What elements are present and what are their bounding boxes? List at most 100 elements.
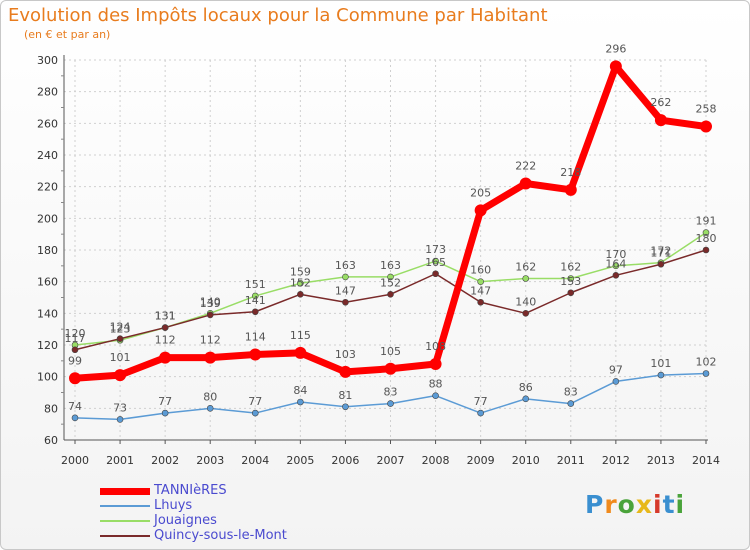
data-label-jouaignes-2012: 170 bbox=[605, 248, 626, 261]
point-lhuys-2011 bbox=[567, 400, 575, 407]
logo-letter: i bbox=[653, 490, 663, 519]
legend-swatch-tannieres bbox=[100, 488, 150, 495]
data-label-quincy-sous-le-mont-2001: 124 bbox=[110, 321, 131, 334]
point-jouaignes-2010 bbox=[522, 275, 530, 282]
y-tick-140: 140 bbox=[37, 307, 58, 320]
data-label-lhuys-2006: 81 bbox=[338, 389, 352, 402]
data-labels: 74 73 77 80 77 84 81 83 88 77 86 83 97 101 102 120 123 13… bbox=[65, 42, 717, 414]
point-quincy-sous-le-mont-2006 bbox=[342, 298, 349, 306]
data-label-tanni-res-2003: 112 bbox=[200, 334, 221, 347]
data-label-jouaignes-2002: 131 bbox=[155, 310, 176, 323]
point-tanni-res-2000 bbox=[69, 372, 81, 385]
point-quincy-sous-le-mont-2012 bbox=[612, 272, 620, 279]
data-label-jouaignes-2005: 159 bbox=[290, 265, 311, 278]
point-tanni-res-2010 bbox=[519, 177, 532, 190]
series-points bbox=[69, 60, 712, 423]
data-label-jouaignes-2006: 163 bbox=[335, 259, 356, 272]
point-tanni-res-2005 bbox=[294, 346, 307, 359]
data-label-quincy-sous-le-mont-2008: 165 bbox=[425, 256, 446, 269]
data-label-jouaignes-2010: 162 bbox=[515, 261, 536, 274]
x-tick-2011: 2011 bbox=[557, 454, 585, 467]
point-quincy-sous-le-mont-2014 bbox=[702, 246, 710, 254]
point-lhuys-2000 bbox=[71, 414, 79, 422]
data-label-jouaignes-2007: 163 bbox=[380, 259, 401, 272]
data-label-tanni-res-2014: 258 bbox=[696, 103, 717, 116]
y-tick-100: 100 bbox=[37, 371, 58, 384]
y-tick-160: 160 bbox=[37, 276, 58, 289]
legend-item-jouaignes: Jouaignes bbox=[100, 513, 360, 529]
data-label-lhuys-2012: 97 bbox=[609, 363, 623, 376]
point-quincy-sous-le-mont-2001 bbox=[116, 335, 124, 342]
point-quincy-sous-le-mont-2007 bbox=[387, 291, 394, 298]
x-axis-ticks: 2000 2001 2002 2003 2004 2005 2006 2007 2008 2009… bbox=[61, 440, 720, 467]
data-label-tanni-res-2011: 218 bbox=[560, 166, 581, 179]
logo-letter: o bbox=[617, 490, 636, 519]
x-tick-2005: 2005 bbox=[286, 454, 314, 467]
point-jouaignes-2012 bbox=[612, 262, 620, 270]
point-lhuys-2001 bbox=[116, 416, 124, 423]
point-tanni-res-2002 bbox=[159, 351, 172, 364]
data-label-tanni-res-2000: 99 bbox=[68, 354, 82, 367]
point-lhuys-2014 bbox=[702, 370, 710, 377]
data-label-quincy-sous-le-mont-2011: 153 bbox=[560, 275, 581, 288]
y-tick-220: 220 bbox=[37, 181, 58, 194]
data-label-quincy-sous-le-mont-2000: 117 bbox=[65, 332, 86, 345]
y-tick-180: 180 bbox=[37, 244, 58, 257]
point-jouaignes-2006 bbox=[342, 273, 349, 281]
y-tick-240: 240 bbox=[37, 149, 58, 162]
data-label-jouaignes-2000: 120 bbox=[65, 327, 86, 340]
point-tanni-res-2004 bbox=[249, 348, 262, 361]
legend-label-quincy: Quincy-sous-le-Mont bbox=[154, 528, 287, 543]
legend-label-lhuys: Lhuys bbox=[154, 498, 193, 513]
point-tanni-res-2006 bbox=[339, 365, 352, 378]
data-label-quincy-sous-le-mont-2007: 152 bbox=[380, 276, 401, 289]
x-tick-2009: 2009 bbox=[467, 454, 495, 467]
data-label-quincy-sous-le-mont-2006: 147 bbox=[335, 284, 356, 297]
legend-label-jouaignes: Jouaignes bbox=[154, 513, 217, 528]
x-tick-2004: 2004 bbox=[241, 454, 269, 467]
data-label-jouaignes-2013: 172 bbox=[650, 245, 671, 258]
x-tick-2006: 2006 bbox=[331, 454, 359, 467]
data-label-quincy-sous-le-mont-2012: 164 bbox=[605, 257, 626, 270]
point-lhuys-2008 bbox=[432, 392, 439, 399]
y-axis-ticks: 60 80 100 120 140 160 180 200 220 240 260 280 300 bbox=[37, 54, 64, 447]
logo-letter: i bbox=[675, 490, 686, 519]
data-label-jouaignes-2008: 173 bbox=[425, 243, 446, 256]
x-tick-2007: 2007 bbox=[377, 454, 405, 467]
data-label-lhuys-2013: 101 bbox=[650, 357, 671, 370]
x-tick-2008: 2008 bbox=[422, 454, 450, 467]
data-label-quincy-sous-le-mont-2005: 152 bbox=[290, 276, 311, 289]
point-quincy-sous-le-mont-2004 bbox=[251, 308, 259, 316]
point-lhuys-2007 bbox=[387, 400, 394, 407]
point-quincy-sous-le-mont-2011 bbox=[567, 289, 575, 297]
x-tick-2010: 2010 bbox=[512, 454, 540, 467]
logo-letter: t bbox=[662, 490, 676, 519]
data-label-tanni-res-2010: 222 bbox=[515, 160, 536, 173]
legend-item-quincy: Quincy-sous-le-Mont bbox=[100, 528, 360, 544]
logo-letter: x bbox=[635, 490, 653, 519]
data-label-lhuys-2007: 83 bbox=[384, 386, 398, 399]
data-label-quincy-sous-le-mont-2003: 139 bbox=[200, 297, 221, 310]
point-quincy-sous-le-mont-2003 bbox=[206, 311, 214, 319]
data-label-jouaignes-2014: 191 bbox=[696, 215, 717, 228]
point-tanni-res-2014 bbox=[700, 120, 712, 133]
point-lhuys-2012 bbox=[612, 378, 620, 385]
point-lhuys-2003 bbox=[206, 405, 214, 412]
chart-subtitle: (en € et par an) bbox=[24, 28, 111, 41]
legend-swatch-quincy bbox=[100, 535, 150, 537]
data-label-tanni-res-2006: 103 bbox=[335, 348, 356, 361]
point-tanni-res-2007 bbox=[384, 362, 397, 375]
legend-item-lhuys: Lhuys bbox=[100, 498, 360, 514]
x-tick-2001: 2001 bbox=[106, 454, 134, 467]
data-label-lhuys-2009: 77 bbox=[474, 395, 488, 408]
chart-title: Evolution des Impôts locaux pour la Comm… bbox=[8, 5, 548, 26]
point-jouaignes-2009 bbox=[477, 278, 484, 285]
data-label-lhuys-2002: 77 bbox=[158, 395, 172, 408]
data-label-tanni-res-2009: 205 bbox=[470, 186, 491, 199]
y-tick-120: 120 bbox=[37, 339, 58, 352]
x-tick-2002: 2002 bbox=[151, 454, 179, 467]
point-tanni-res-2012 bbox=[609, 60, 622, 73]
data-label-jouaignes-2004: 151 bbox=[245, 278, 266, 291]
data-label-tanni-res-2002: 112 bbox=[155, 334, 176, 347]
point-lhuys-2002 bbox=[161, 409, 169, 417]
